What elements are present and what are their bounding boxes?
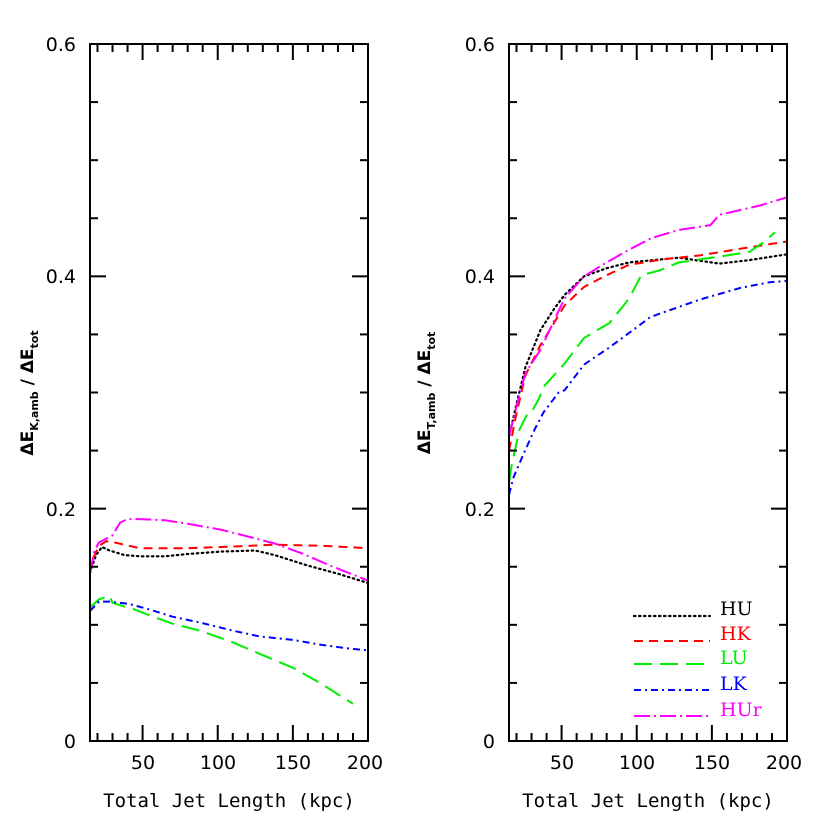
legend-label-lk: LK [720,673,748,695]
legend-item-lk: LK [634,673,748,695]
series-lu [89,594,354,705]
series-lk [89,600,369,652]
left-y-axis-title: ΔEK,amb / ΔEtot [18,330,41,455]
right-y-axis-title: ΔET,amb / ΔEtot [415,332,438,455]
left-ticks [90,44,369,741]
legend: HU HK LU LK HUr [632,598,763,721]
series-hk [89,540,369,573]
left-plot-frame [89,43,369,742]
right-ytick-0: 0 [483,731,495,753]
right-series-layer [507,196,789,495]
right-ytick-0.2: 0.2 [465,499,495,521]
left-xtick-200: 200 [347,752,383,774]
right-panel: 0.6 0.4 0.2 0 50 100 150 200 Total Jet L… [415,34,802,812]
right-x-axis-title: Total Jet Length (kpc) [522,790,774,812]
right-xtick-50: 50 [550,752,574,774]
legend-item-hk: HK [634,623,752,645]
right-xtick-200: 200 [766,752,802,774]
series-hur [89,518,369,582]
legend-item-hu: HU [632,598,753,620]
legend-label-lu: LU [720,647,748,669]
series-hu [507,253,789,438]
legend-label-hk: HK [720,623,752,645]
legend-label-hu: HU [720,598,753,620]
right-ytick-0.6: 0.6 [465,34,495,56]
left-xtick-150: 150 [275,752,311,774]
legend-item-lu: LU [634,647,748,669]
series-lk [508,280,788,495]
left-ytick-0.2: 0.2 [46,499,76,521]
left-x-axis-title: Total Jet Length (kpc) [103,790,355,812]
legend-label-hur: HUr [720,699,763,721]
left-xtick-100: 100 [200,752,236,774]
left-series-layer [88,518,370,705]
left-panel: 0.6 0.4 0.2 0 50 100 150 200 Total Jet L… [18,34,383,812]
right-xtick-100: 100 [619,752,655,774]
legend-item-hur: HUr [634,699,763,721]
right-xtick-150: 150 [694,752,730,774]
series-lu [508,231,776,483]
series-hu [88,545,370,585]
left-ytick-0: 0 [64,731,76,753]
left-ytick-0.6: 0.6 [46,34,76,56]
right-ytick-0.4: 0.4 [465,266,495,288]
left-xtick-50: 50 [131,752,155,774]
right-ticks [509,44,788,741]
series-hur [508,196,788,437]
left-ytick-0.4: 0.4 [46,266,76,288]
